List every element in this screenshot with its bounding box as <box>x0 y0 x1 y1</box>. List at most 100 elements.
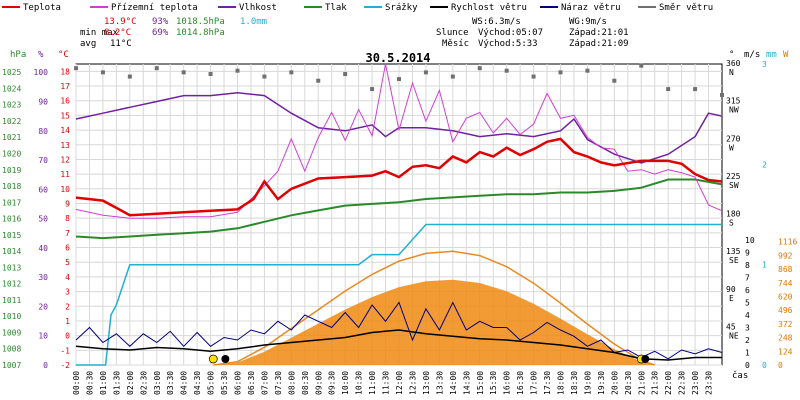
y-tick-temperature: 16 <box>60 97 70 106</box>
axis-unit-mm: mm <box>766 50 777 60</box>
y-tick-pressure: 1009 <box>2 328 21 337</box>
y-tick-wind: 2 <box>745 336 750 345</box>
y-tick-humidity: 60 <box>38 185 48 194</box>
moonrise-marker <box>221 355 230 363</box>
wind-direction-mark <box>343 72 348 77</box>
y-tick-temperature: 14 <box>60 126 70 135</box>
y-tick-temperature: 7 <box>65 229 70 238</box>
y-tick-temperature: 2 <box>65 302 70 311</box>
axis-unit-wm: W <box>783 50 789 60</box>
legend-label: Náraz větru <box>561 3 621 13</box>
x-tick-label: 19:00 <box>583 371 592 395</box>
wind-direction-mark <box>612 78 617 83</box>
stat-min-humidity: 69% <box>152 28 169 38</box>
y-tick-rain: 2 <box>762 160 767 169</box>
x-tick-label: 09:00 <box>314 371 323 395</box>
wind-direction-mark <box>100 70 105 75</box>
y-tick-temperature: 8 <box>65 214 70 223</box>
y-tick-direction-compass: SE <box>729 256 739 265</box>
x-tick-label: 18:00 <box>557 371 566 395</box>
y-tick-temperature: 1 <box>65 317 70 326</box>
y-tick-direction: 315 <box>726 97 741 106</box>
moon-set: Západ:21:09 <box>569 39 629 49</box>
y-tick-wind: 6 <box>745 286 750 295</box>
x-tick-label: 18:30 <box>570 371 579 395</box>
y-tick-humidity: 0 <box>43 361 48 370</box>
y-tick-pressure: 1021 <box>2 133 21 142</box>
y-tick-temperature: 6 <box>65 244 70 253</box>
y-tick-wind: 10 <box>745 236 755 245</box>
x-tick-label: 02:30 <box>139 371 148 395</box>
y-tick-wind: 1 <box>745 349 750 358</box>
sun-label: Slunce <box>436 28 469 38</box>
x-tick-label: 04:30 <box>193 371 202 395</box>
wind-direction-mark <box>423 70 428 75</box>
moon-rise: Východ:5:33 <box>478 39 538 49</box>
y-tick-humidity: 40 <box>38 244 48 253</box>
x-tick-label: 15:00 <box>476 371 485 395</box>
y-tick-wind: 5 <box>745 299 750 308</box>
y-tick-humidity: 100 <box>34 68 49 77</box>
x-tick-label: 15:30 <box>489 371 498 395</box>
y-tick-direction: 90 <box>726 285 736 294</box>
legend-label: Tlak <box>325 3 347 13</box>
y-tick-temperature: -1 <box>60 346 70 355</box>
y-tick-wind: 3 <box>745 324 750 333</box>
x-tick-label: 01:00 <box>99 371 108 395</box>
y-tick-pressure: 1017 <box>2 198 21 207</box>
y-tick-pressure: 1014 <box>2 247 21 256</box>
y-tick-direction-compass: W <box>729 143 734 152</box>
y-tick-pressure: 1012 <box>2 280 21 289</box>
stat-avg-label: avg <box>80 39 97 49</box>
legend-item-prizemni-teplota: Přízemní teplota <box>90 3 198 13</box>
x-tick-label: 22:30 <box>678 371 687 395</box>
y-tick-humidity: 70 <box>38 156 48 165</box>
wind-direction-mark <box>693 87 698 92</box>
wind-direction-mark <box>127 74 132 79</box>
wind-direction-mark <box>720 92 724 97</box>
y-tick-solar: 744 <box>778 279 793 288</box>
y-tick-temperature: 17 <box>60 82 70 91</box>
wind-direction-mark <box>450 74 455 79</box>
wind-direction-mark <box>585 68 590 73</box>
axes-layer: 00:00 00:30 01:00 01:30 02:00 02:30 03:00 03:30… <box>2 59 797 395</box>
legend-item-vlhkost: Vlhkost <box>218 3 277 13</box>
wind-direction-mark <box>235 68 240 73</box>
y-tick-direction-compass: SW <box>729 181 739 190</box>
y-tick-pressure: 1011 <box>2 296 21 305</box>
y-tick-temperature: 4 <box>65 273 70 282</box>
y-tick-solar: 992 <box>778 251 793 260</box>
y-tick-humidity: 80 <box>38 127 48 136</box>
x-tick-label: 12:30 <box>408 371 417 395</box>
series-layer <box>74 63 724 366</box>
y-tick-wind: 4 <box>745 311 750 320</box>
y-tick-pressure: 1016 <box>2 215 21 224</box>
x-tick-label: 14:00 <box>449 371 458 395</box>
x-tick-label: 22:00 <box>664 371 673 395</box>
legend-label: Přízemní teplota <box>111 3 198 13</box>
legend-label: Směr větru <box>659 3 713 13</box>
wind-direction-mark <box>208 72 213 77</box>
y-tick-direction: 180 <box>726 210 741 219</box>
y-tick-humidity: 10 <box>38 332 48 341</box>
wind-direction-mark <box>316 78 321 83</box>
y-tick-pressure: 1025 <box>2 68 21 77</box>
legend-item-srazky: Srážky <box>364 3 418 13</box>
axis-unit-time: čas <box>732 370 748 381</box>
wind-direction-mark <box>639 63 644 68</box>
stat-min-pressure: 1014.8hPa <box>176 28 225 38</box>
solar-layer <box>213 250 655 366</box>
y-tick-direction-compass: NW <box>729 106 739 115</box>
y-tick-temperature: 9 <box>65 199 70 208</box>
x-tick-label: 12:00 <box>395 371 404 395</box>
x-tick-label: 19:30 <box>597 371 606 395</box>
legend-item-smer-vetru: Směr větru <box>638 3 713 13</box>
axis-unit-hpa: hPa <box>10 50 26 60</box>
x-tick-label: 21:00 <box>637 371 646 395</box>
wind-direction-mark <box>666 87 671 92</box>
x-tick-label: 16:30 <box>516 371 525 395</box>
legend-label: Rychlost větru <box>451 3 527 13</box>
series-vlhkost <box>75 91 723 164</box>
x-tick-label: 11:00 <box>368 371 377 395</box>
